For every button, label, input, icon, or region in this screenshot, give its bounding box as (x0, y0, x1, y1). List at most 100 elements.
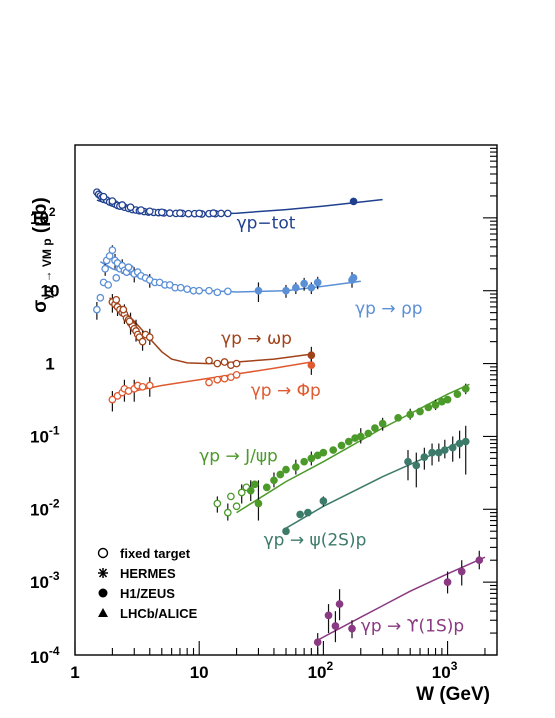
data-point (394, 413, 403, 422)
data-point (165, 209, 174, 218)
data-point (104, 281, 113, 289)
x-tick-label-base: 1 (70, 663, 79, 682)
data-point (213, 375, 222, 384)
y-tick-label-exp: -4 (49, 644, 60, 658)
data-point (455, 439, 464, 448)
data-point (223, 209, 232, 218)
data-point (205, 286, 213, 295)
legend-label: LHCb/ALICE (120, 606, 198, 621)
data-point (223, 287, 232, 296)
series-label: γp → J/ψp (199, 447, 278, 467)
y-tick-label: 10-1 (30, 423, 60, 446)
data-point (254, 286, 263, 295)
data-point (337, 441, 346, 450)
data-point (101, 264, 110, 273)
series-label: γp → ϒ(1S)p (361, 617, 464, 637)
y-tick-label-base: 1 (45, 355, 54, 374)
data-point (125, 317, 134, 326)
data-point (291, 463, 300, 471)
data-point (227, 492, 235, 501)
series-label: γp−tot (237, 213, 296, 233)
data-point (232, 371, 241, 379)
data-point (145, 381, 154, 390)
legend-label: fixed target (120, 546, 191, 561)
data-point (300, 279, 308, 288)
y-axis-title-unit: (μb) (30, 197, 51, 238)
series-label: γp → ρp (355, 299, 423, 319)
data-point (118, 201, 127, 209)
data-point (349, 197, 358, 206)
y-tick-label: 10-2 (30, 496, 60, 519)
data-point (205, 356, 213, 365)
legend-open-circle-marker (97, 547, 109, 559)
data-point (424, 403, 433, 412)
data-point (112, 274, 121, 282)
legend-label: HERMES (120, 566, 176, 581)
data-point (195, 286, 204, 295)
y-tick-label-exp: 2 (49, 205, 56, 219)
data-point (296, 510, 305, 519)
legend-label: H1/ZEUS (120, 586, 175, 601)
y-tick-label-exp: -1 (49, 423, 60, 437)
data-point (112, 295, 121, 304)
data-point (448, 443, 457, 452)
data-point (431, 401, 440, 409)
data-point (108, 395, 117, 404)
data-point (349, 274, 358, 282)
data-point (157, 208, 166, 217)
data-point (138, 337, 147, 346)
data-point (329, 446, 338, 454)
data-point (108, 197, 117, 205)
legend-filled-circle-marker (98, 588, 108, 598)
data-point (331, 622, 340, 630)
data-point (282, 527, 290, 536)
data-point (348, 624, 356, 633)
y-tick-label-exp: -2 (49, 496, 60, 510)
series-label: γp → ψ(2S)p (264, 530, 367, 550)
data-point (276, 470, 285, 479)
legend-triangle-marker (98, 608, 108, 617)
y-tick-label-base: 10 (30, 500, 49, 519)
data-point (145, 333, 154, 342)
data-point (313, 278, 322, 287)
x-tick-label-exp: 2 (327, 659, 334, 673)
data-point (99, 192, 108, 201)
data-point (406, 410, 415, 419)
data-point (262, 483, 271, 492)
legend: fixed target HERMES H1/ZEUS LHCb/ALICE (97, 546, 198, 621)
data-point (364, 429, 373, 438)
data-point (232, 359, 241, 368)
y-tick-label: 10-3 (30, 569, 60, 592)
data-point (237, 488, 246, 497)
y-tick-label-base: 10 (30, 427, 49, 446)
y-axis-title-sub: γp → VM p (40, 238, 54, 299)
y-axis-ticks (483, 147, 497, 656)
data-point (307, 454, 316, 463)
data-point (324, 611, 333, 620)
y-tick-label-base: 10 (30, 209, 49, 228)
y-tick-label-exp: -3 (49, 569, 60, 583)
x-tick-label: 102 (308, 659, 334, 682)
data-point (195, 209, 204, 218)
data-point (217, 209, 225, 218)
data-point (213, 288, 222, 297)
data-point (145, 207, 154, 216)
data-point (124, 263, 133, 272)
data-point (300, 457, 308, 466)
data-points (93, 188, 484, 647)
data-point (443, 578, 452, 586)
data-point (428, 448, 436, 457)
data-point (220, 358, 229, 366)
y-tick-label: 102 (30, 205, 56, 228)
data-point (404, 457, 412, 466)
y-axis-title: σγp → VM p (μb) (30, 197, 54, 313)
data-point (220, 374, 229, 383)
data-point (319, 448, 328, 457)
data-point (412, 461, 421, 470)
legend-star-marker (98, 568, 108, 578)
data-point (119, 305, 128, 314)
data-point (209, 209, 218, 218)
data-point (378, 419, 387, 428)
data-point (457, 567, 466, 576)
